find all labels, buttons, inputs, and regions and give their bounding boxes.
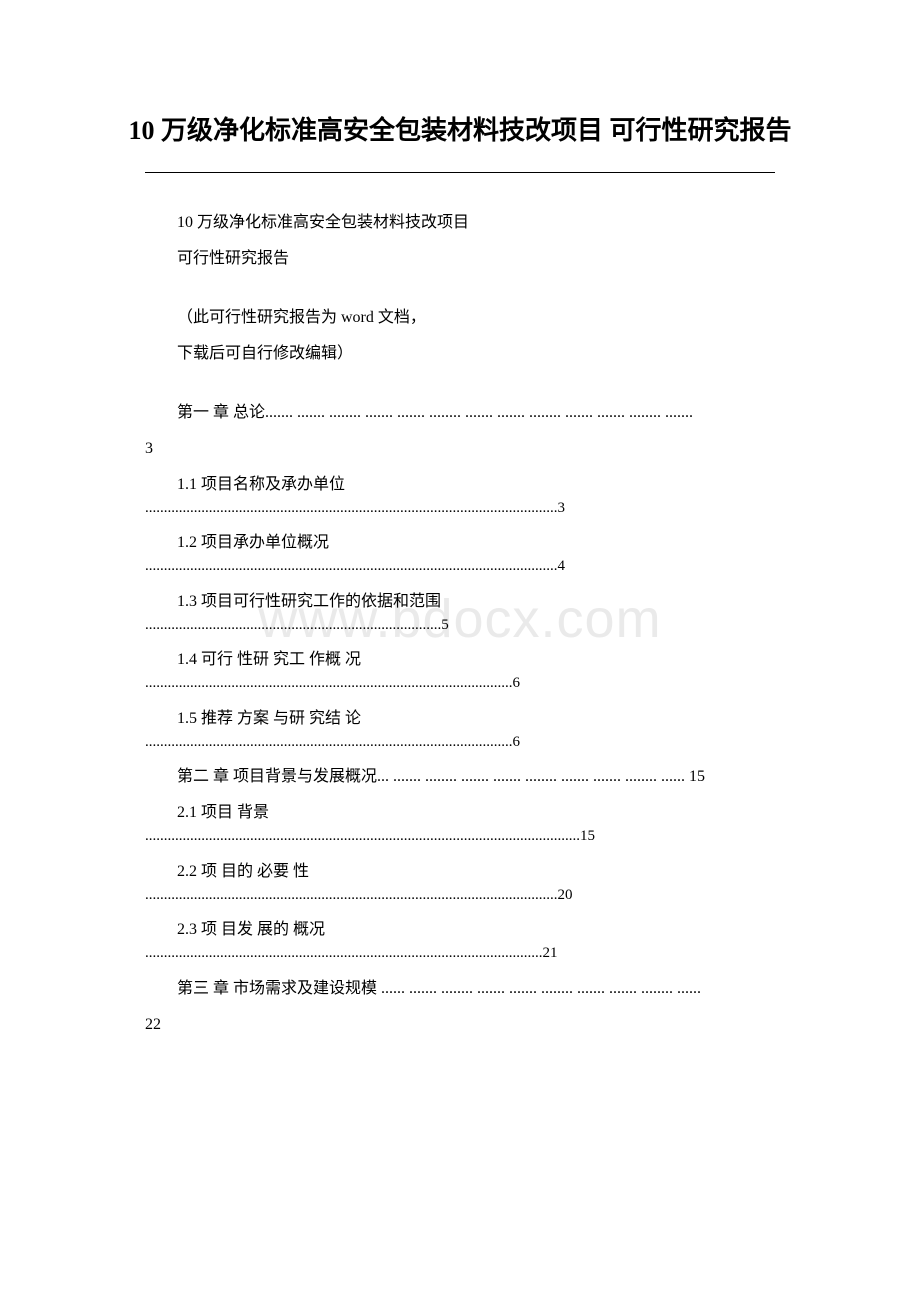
toc-ch2-title: 第二 章 项目背景与发展概况... ....... ........ .....… bbox=[145, 765, 775, 789]
toc-ch3-title: 第三 章 市场需求及建设规模 ...... ....... ........ .… bbox=[145, 977, 775, 1001]
toc-section-2-1: 2.1 项目 背景 ..............................… bbox=[145, 801, 775, 848]
toc-chapter-1: 第一 章 总论....... ....... ........ ....... … bbox=[145, 401, 775, 461]
toc-s1-2-dots: ........................................… bbox=[145, 555, 775, 578]
toc-chapter-3: 第三 章 市场需求及建设规模 ...... ....... ........ .… bbox=[145, 977, 775, 1037]
toc-s1-1-dots: ........................................… bbox=[145, 497, 775, 520]
document-body: 10 万级净化标准高安全包装材料技改项目 可行性研究报告 （此可行性研究报告为 … bbox=[90, 211, 830, 1037]
toc-ch1-page: 3 bbox=[145, 437, 775, 461]
toc-s1-5-dots: ........................................… bbox=[145, 731, 775, 754]
toc-s2-1-dots: ........................................… bbox=[145, 825, 775, 848]
toc-s2-2-dots: ........................................… bbox=[145, 884, 775, 907]
document-content: 10 万级净化标准高安全包装材料技改项目 可行性研究报告 10 万级净化标准高安… bbox=[90, 110, 830, 1037]
toc-s1-1-title: 1.1 项目名称及承办单位 bbox=[145, 473, 775, 497]
toc-s1-4-title: 1.4 可行 性研 究工 作概 况 bbox=[145, 648, 775, 672]
toc-section-2-2: 2.2 项 目的 必要 性 ..........................… bbox=[145, 860, 775, 907]
toc-s2-3-dots: ........................................… bbox=[145, 942, 775, 965]
note-line-1: （此可行性研究报告为 word 文档， bbox=[145, 306, 775, 330]
toc-ch1-title: 第一 章 总论....... ....... ........ ....... … bbox=[145, 401, 775, 425]
toc-s1-5-title: 1.5 推荐 方案 与研 究结 论 bbox=[145, 707, 775, 731]
toc-section-1-1: 1.1 项目名称及承办单位 ..........................… bbox=[145, 473, 775, 520]
title-divider bbox=[145, 172, 775, 173]
toc-chapter-2: 第二 章 项目背景与发展概况... ....... ........ .....… bbox=[145, 765, 775, 789]
intro-line-1: 10 万级净化标准高安全包装材料技改项目 bbox=[145, 211, 775, 235]
toc-s1-4-dots: ........................................… bbox=[145, 672, 775, 695]
toc-section-2-3: 2.3 项 目发 展的 概况 .........................… bbox=[145, 918, 775, 965]
toc-section-1-2: 1.2 项目承办单位概况 ...........................… bbox=[145, 531, 775, 578]
toc-ch3-page: 22 bbox=[145, 1013, 775, 1037]
toc-section-1-5: 1.5 推荐 方案 与研 究结 论 ......................… bbox=[145, 707, 775, 754]
toc-section-1-4: 1.4 可行 性研 究工 作概 况 ......................… bbox=[145, 648, 775, 695]
toc-s2-2-title: 2.2 项 目的 必要 性 bbox=[145, 860, 775, 884]
document-title: 10 万级净化标准高安全包装材料技改项目 可行性研究报告 bbox=[90, 110, 830, 152]
toc-s1-3-title: 1.3 项目可行性研究工作的依据和范围 bbox=[145, 590, 775, 614]
toc-s1-3-dots: ........................................… bbox=[145, 614, 775, 637]
toc-s2-3-title: 2.3 项 目发 展的 概况 bbox=[145, 918, 775, 942]
toc-s1-2-title: 1.2 项目承办单位概况 bbox=[145, 531, 775, 555]
note-line-2: 下载后可自行修改编辑） bbox=[145, 342, 775, 366]
toc-section-1-3: 1.3 项目可行性研究工作的依据和范围 ....................… bbox=[145, 590, 775, 637]
intro-line-2: 可行性研究报告 bbox=[145, 247, 775, 271]
toc-s2-1-title: 2.1 项目 背景 bbox=[145, 801, 775, 825]
